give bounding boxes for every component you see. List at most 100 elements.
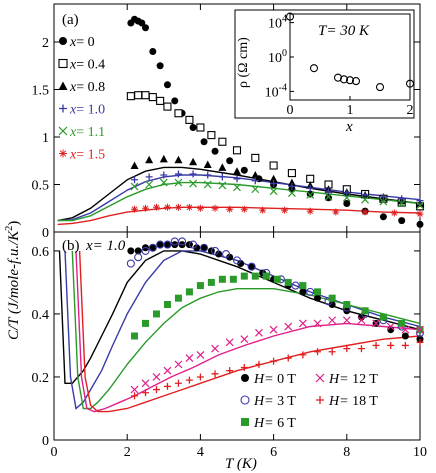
panel-b-point-s4-14 [314, 348, 322, 356]
panel-a-point-s2-3 [174, 155, 183, 164]
panel-a-point-s5-4 [174, 203, 182, 211]
panel-b-point-s1-16 [291, 281, 300, 290]
legend-a-label-5-var: x [69, 148, 77, 163]
legend-a-label-3-var: x [69, 103, 77, 118]
panel-a-point-s3-6 [218, 173, 226, 181]
inset-point-1 [309, 64, 319, 73]
panel-b-point-s2-10 [240, 272, 248, 280]
panel-a-point-s3-17 [416, 197, 424, 205]
panel-b-point-s0-13 [226, 253, 234, 261]
panel-b-point-s3-8 [225, 338, 234, 347]
panel-b-point-s2-0 [131, 332, 139, 340]
panel-b-point-s4-18 [372, 341, 380, 349]
panel-a-point-s4-8 [251, 185, 260, 194]
inset-ytick-base-1: 10 [268, 51, 282, 66]
panel-b-point-s1-10 [210, 246, 220, 255]
panel-b-point-s3-12 [284, 322, 293, 331]
panel-a-point-s1-11 [232, 146, 242, 155]
panel-a-point-s0-20 [343, 200, 351, 207]
panel-a-point-s4-12 [324, 192, 333, 201]
panel-a-point-s0-5 [149, 48, 157, 55]
panel-a-point-s1-8 [196, 123, 205, 132]
legend-b-label-4-value: 18 T [349, 394, 379, 409]
legend-b-label-0: H= 0 T [253, 372, 296, 387]
panel-a-point-s1-4 [156, 96, 165, 105]
panel-b-point-s3-4 [174, 360, 183, 369]
y-axis-label-superscript: 2 [4, 226, 15, 231]
panel-b-point-s3-7 [211, 344, 219, 353]
panel-a-point-s4-16 [397, 199, 406, 208]
inset-ytick-label-0: 104 [268, 14, 287, 32]
panel-b-point-s2-17 [328, 294, 336, 302]
panel-a-point-s4-17 [416, 201, 424, 210]
panel-b-point-s1-5 [163, 240, 172, 249]
panel-a-point-s5-14 [361, 208, 369, 216]
panel-a-point-s1-15 [306, 174, 315, 183]
panel-b-point-s2-2 [152, 310, 160, 318]
panel-b-point-s2-15 [299, 282, 307, 290]
legend-a-label-1: x= 0.4 [69, 58, 105, 73]
panel-a-point-s3-16 [398, 195, 406, 203]
legend-b-label-1-var: H= [253, 394, 274, 409]
panel-b-point-s3-6 [196, 350, 205, 359]
legend-b-marker-1 [240, 395, 250, 405]
panel-a-point-s4-6 [218, 181, 227, 190]
panel-b-point-s2-3 [163, 300, 171, 308]
inset-xtick-label-1: 1 [347, 103, 354, 118]
inset-point-2 [333, 73, 343, 82]
panel-b-point-s4-6 [196, 373, 204, 381]
panel-a-point-s0-11 [200, 138, 208, 146]
panel-a-point-s4-15 [379, 197, 388, 206]
panel-b-point-s4-3 [163, 382, 171, 390]
legend-a-label-2-value: = 0.8 [76, 80, 105, 95]
panel-a-label: (a) [62, 12, 79, 28]
legend-b-label-1-value: 3 T [274, 394, 297, 409]
panel-a-point-s4-13 [342, 193, 351, 202]
panel-b-point-s2-1 [142, 319, 149, 327]
panel-a-point-s3-9 [270, 180, 278, 188]
legend-a-label-0: x= 0 [69, 35, 95, 50]
panel-a-point-s4-0 [130, 182, 139, 191]
legend-b-label-3-var: H= [328, 372, 349, 387]
panel-a-point-s4-9 [269, 187, 278, 196]
panel-b-data-points [126, 237, 425, 400]
panel-a-point-s1-6 [174, 109, 183, 118]
panel-b-xtick-label-3: 6 [270, 445, 277, 460]
panel-a-point-s2-5 [203, 160, 212, 169]
panel-a-point-s1-2 [141, 91, 150, 100]
inset-ytick-exponent-1: 0 [282, 48, 287, 59]
legend-a-marker-1 [58, 58, 68, 69]
inset-ytick-base-0: 10 [268, 17, 282, 32]
legend-a-label-4: x= 1.1 [69, 125, 105, 140]
panel-a-point-s5-9 [240, 205, 248, 213]
legend-b-label-2-var: H= [253, 416, 274, 431]
panel-b-point-s2-20 [379, 313, 387, 321]
y-axis-label-close: ) [6, 221, 22, 226]
panel-b-point-s4-0 [131, 392, 139, 400]
panel-b-point-s3-1 [141, 379, 150, 388]
panel-a-point-s0-8 [171, 97, 179, 105]
panel-b-point-s3-13 [298, 319, 307, 328]
legend-b-label-2: H= 6 T [253, 416, 296, 431]
panel-a-point-s5-16 [416, 210, 424, 218]
panel-a-point-s1-5 [163, 102, 172, 111]
panel-b-point-s1-17 [306, 287, 315, 296]
legend-b-label-2-value: 6 T [274, 416, 297, 431]
legend-a-label-2: x= 0.8 [69, 80, 105, 95]
panel-b-point-s4-20 [401, 341, 409, 349]
inset-xlabel: x [345, 119, 353, 135]
legend-b-marker-4 [316, 396, 324, 404]
panel-a-fit-curve-3 [57, 206, 421, 226]
panel-b-point-s0-15 [248, 263, 256, 271]
panel-b-point-s2-13 [273, 275, 281, 283]
panel-b-point-s3-2 [152, 373, 161, 381]
panel-a-point-s5-1 [142, 204, 149, 212]
legend-a-label-5: x= 1.5 [69, 148, 105, 163]
inset-xtick-label-0: 0 [287, 103, 294, 118]
panel-a-point-s4-4 [189, 179, 198, 188]
panel-a-point-s2-0 [130, 161, 139, 169]
panel-b-point-s3-5 [185, 354, 194, 362]
panel-b-point-s3-14 [313, 319, 322, 328]
legend-b-marker-3 [315, 373, 325, 383]
